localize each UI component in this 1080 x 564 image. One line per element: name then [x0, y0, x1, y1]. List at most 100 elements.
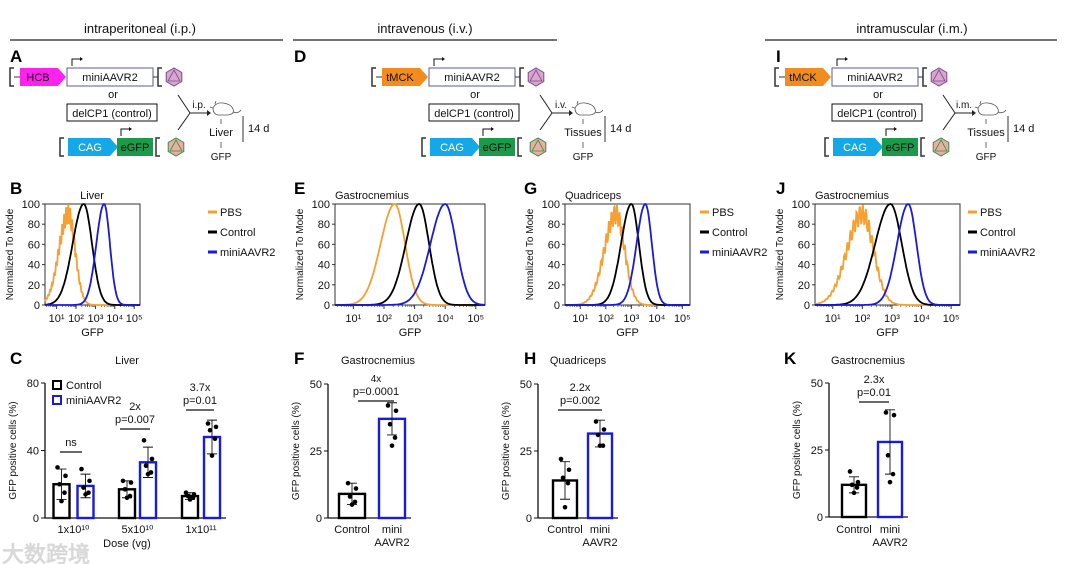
- series-line-miniaavr2: [565, 203, 690, 306]
- capsid-facet: [529, 69, 543, 82]
- legend-label: Control: [220, 227, 255, 239]
- injection-arrow-head: [207, 110, 211, 116]
- p-value-label: p=0.002: [560, 395, 600, 407]
- itr-right-icon: [157, 67, 162, 87]
- y-tick-label: 0: [526, 513, 532, 525]
- itr-right-icon: [519, 67, 524, 87]
- x-tick-label: 10¹: [345, 313, 361, 325]
- panel-letter-e: E: [294, 179, 305, 198]
- itr-left-icon: [371, 67, 376, 87]
- series-line-pbs: [44, 204, 140, 306]
- fold-change-label: 3.7x: [190, 382, 211, 394]
- y-tick-label: 40: [318, 260, 330, 272]
- mouse-body: [974, 100, 999, 116]
- legend-label: miniAAVR2: [980, 247, 1035, 259]
- x-tick-label: 10⁴: [913, 313, 930, 325]
- y-axis-label: Normalized To Mode: [525, 208, 536, 300]
- y-axis-label: Normalized To Mode: [295, 208, 306, 300]
- data-point: [392, 435, 398, 440]
- chart-title: Gastrocnemius: [335, 190, 409, 202]
- fold-change-label: 4x: [371, 374, 382, 385]
- gene-label: miniAAVR2: [847, 72, 902, 84]
- data-point: [851, 490, 857, 496]
- panel-letter-f: F: [294, 349, 304, 368]
- capsid-hexagon: [529, 137, 547, 157]
- capsid-facet: [934, 139, 948, 152]
- y-tick-label: 100: [792, 199, 810, 211]
- y-tick-label: 50: [811, 378, 823, 390]
- legend-label: miniAAVR2: [712, 247, 767, 259]
- plot-frame: [334, 203, 486, 306]
- x-tick-label: 10³: [623, 313, 639, 325]
- x-tick-label: 10³: [884, 313, 900, 325]
- series-line-control: [335, 203, 485, 306]
- x-tick-label: 10⁵: [674, 313, 691, 325]
- x-tick-label: 10¹: [49, 313, 65, 325]
- y-tick-label: 0: [817, 512, 823, 524]
- y-tick-label: 0: [34, 300, 40, 312]
- chart-title: Quadriceps: [550, 355, 607, 367]
- data-point: [212, 436, 218, 441]
- error-bar: [560, 461, 570, 500]
- itr-right-icon: [517, 137, 522, 157]
- x-tick-label: 10²: [854, 313, 870, 325]
- y-tick-label: 50: [520, 379, 532, 391]
- y-tick-label: 0: [554, 300, 560, 312]
- data-point: [347, 494, 353, 499]
- reporter-promoter-label: CAG: [843, 142, 867, 154]
- legend-label: Control: [66, 380, 101, 392]
- route-label: i.v.: [555, 100, 567, 111]
- reporter-promoter-block: [68, 138, 118, 156]
- tss-arrow-icon: [836, 58, 845, 66]
- data-point: [887, 479, 893, 485]
- data-point: [891, 412, 897, 418]
- capsid-hexagon: [167, 137, 185, 157]
- capsid-hexagon: [527, 67, 545, 87]
- data-point: [141, 438, 147, 443]
- data-point: [389, 443, 395, 448]
- tss-arrow-icon: [482, 128, 491, 136]
- or-label: or: [873, 89, 883, 101]
- data-point: [187, 497, 193, 502]
- p-value-label: p=0.0001: [353, 386, 399, 398]
- mouse-tail: [232, 109, 242, 114]
- capsid-facet: [932, 69, 946, 82]
- data-point: [185, 493, 191, 499]
- series-line-miniaavr2: [45, 203, 140, 306]
- y-tick-label: 0: [316, 513, 322, 525]
- reporter-promoter-block: [430, 138, 480, 156]
- x-tick-label: 10²: [598, 313, 614, 325]
- tss-arrow-icon: [433, 58, 442, 66]
- series-line-miniaavr2: [815, 203, 960, 306]
- y-tick-label: 60: [28, 239, 40, 251]
- data-point: [209, 453, 215, 458]
- y-tick-label: 100: [312, 199, 330, 211]
- y-tick-label: 60: [318, 239, 330, 251]
- x-tick-label: 10¹: [572, 313, 588, 325]
- tss-arrow-icon-head: [491, 127, 494, 131]
- capsid-facet: [167, 69, 181, 82]
- promoter-label: tMCK: [386, 72, 414, 84]
- legend-label: miniAAVR2: [66, 395, 121, 407]
- data-point: [883, 410, 889, 415]
- data-point: [593, 419, 599, 424]
- gene-label: miniAAVR2: [444, 72, 499, 84]
- data-point: [885, 453, 891, 458]
- promoter-block: [20, 68, 66, 86]
- itr-left-icon: [774, 67, 779, 87]
- aav-capsid-icon: [527, 67, 545, 87]
- tissue-label: Liver: [209, 127, 233, 139]
- series-line-pbs: [335, 203, 485, 306]
- capsid-hexagon: [930, 67, 948, 87]
- data-point: [55, 465, 60, 470]
- tss-arrow-icon: [71, 58, 80, 66]
- data-point: [595, 432, 601, 438]
- panel-letter-d: D: [294, 47, 306, 66]
- panel-letter-g: G: [524, 179, 537, 198]
- control-block: [831, 103, 923, 122]
- data-point: [213, 424, 219, 430]
- promoter-label: HCB: [26, 72, 49, 84]
- aav-capsid-icon: [932, 137, 950, 157]
- readout-label: GFP: [976, 152, 997, 163]
- data-point: [145, 471, 151, 477]
